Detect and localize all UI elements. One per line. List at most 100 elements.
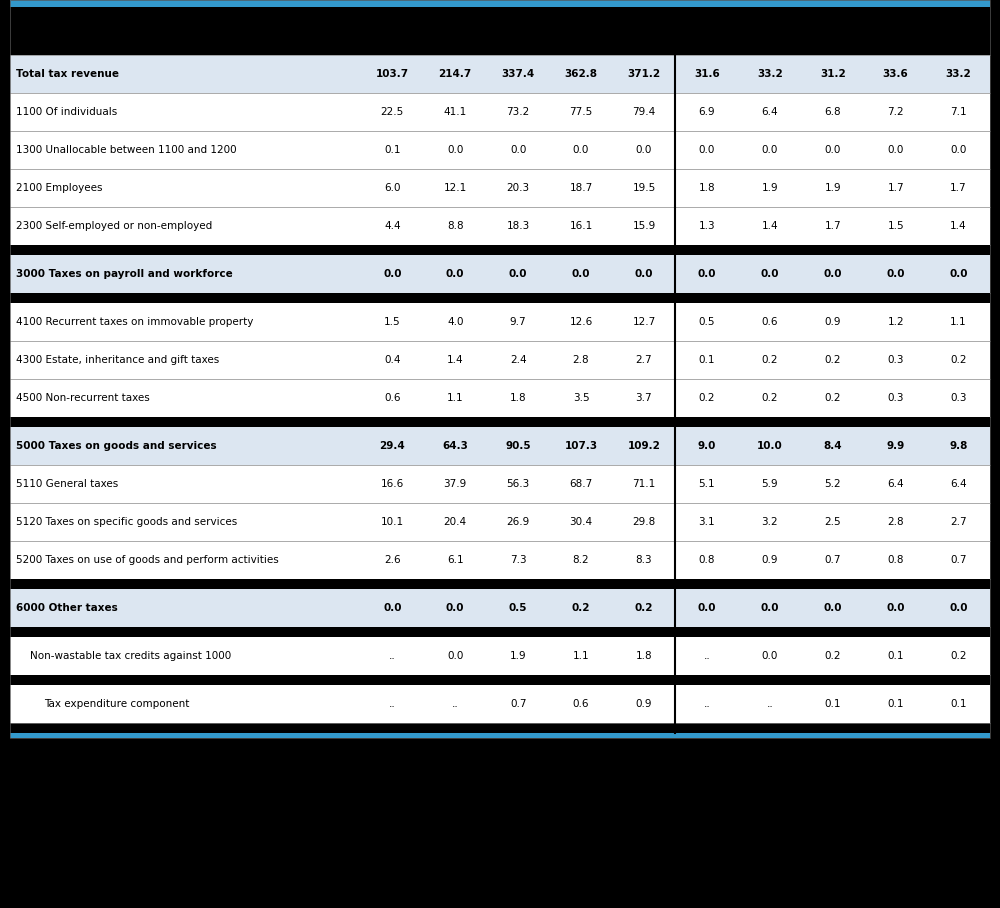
Text: 2.4: 2.4: [510, 355, 526, 365]
Text: 0.0: 0.0: [949, 269, 968, 279]
Text: 0.3: 0.3: [950, 393, 967, 403]
Text: 1.9: 1.9: [824, 183, 841, 193]
Text: 109.2: 109.2: [628, 441, 660, 451]
Text: 7.3: 7.3: [510, 555, 526, 565]
Text: 0.0: 0.0: [383, 603, 402, 613]
Text: 0.0: 0.0: [823, 603, 842, 613]
Text: 1.8: 1.8: [636, 651, 652, 661]
Text: 5.2: 5.2: [824, 479, 841, 489]
Text: 22.5: 22.5: [381, 107, 404, 117]
Text: 0.1: 0.1: [887, 699, 904, 709]
Text: 0.1: 0.1: [950, 699, 967, 709]
Text: 19.5: 19.5: [632, 183, 656, 193]
Text: 1.7: 1.7: [887, 183, 904, 193]
Text: 20.4: 20.4: [444, 517, 467, 527]
Text: 0.5: 0.5: [509, 603, 527, 613]
Text: 0.2: 0.2: [950, 651, 967, 661]
Text: 16.1: 16.1: [569, 221, 593, 231]
Text: 1.1: 1.1: [573, 651, 589, 661]
Text: 31.6: 31.6: [694, 69, 720, 79]
Text: 0.1: 0.1: [887, 651, 904, 661]
Text: 0.3: 0.3: [887, 355, 904, 365]
Text: 362.8: 362.8: [565, 69, 598, 79]
Text: 0.1: 0.1: [384, 145, 401, 155]
Bar: [10, 255, 990, 293]
Text: 0.0: 0.0: [447, 651, 463, 661]
Text: 0.0: 0.0: [447, 145, 463, 155]
Text: 4.4: 4.4: [384, 221, 401, 231]
Text: 64.3: 64.3: [442, 441, 468, 451]
Text: 79.4: 79.4: [632, 107, 656, 117]
Bar: [10, 303, 990, 341]
Bar: [10, 541, 990, 579]
Text: 1.8: 1.8: [510, 393, 526, 403]
Text: 6.8: 6.8: [824, 107, 841, 117]
Text: 3000 Taxes on payroll and workforce: 3000 Taxes on payroll and workforce: [16, 269, 233, 279]
Text: ..: ..: [704, 651, 710, 661]
Text: 6.9: 6.9: [699, 107, 715, 117]
Text: Total tax revenue: Total tax revenue: [16, 69, 119, 79]
Text: 0.3: 0.3: [887, 393, 904, 403]
Text: 12.1: 12.1: [444, 183, 467, 193]
Bar: [10, 675, 990, 685]
Text: 0.0: 0.0: [698, 603, 716, 613]
Text: 371.2: 371.2: [627, 69, 661, 79]
Bar: [10, 637, 990, 675]
Text: 103.7: 103.7: [376, 69, 409, 79]
Bar: [10, 0, 990, 738]
Text: 0.9: 0.9: [636, 699, 652, 709]
Text: 0.0: 0.0: [950, 145, 967, 155]
Text: 0.6: 0.6: [573, 699, 589, 709]
Text: ..: ..: [452, 699, 459, 709]
Text: 3.1: 3.1: [699, 517, 715, 527]
Text: 107.3: 107.3: [564, 441, 598, 451]
Text: 2.8: 2.8: [887, 517, 904, 527]
Text: 31.2: 31.2: [820, 69, 846, 79]
Text: 0.0: 0.0: [699, 145, 715, 155]
Text: 0.0: 0.0: [573, 145, 589, 155]
Text: 0.0: 0.0: [446, 269, 464, 279]
Text: 73.2: 73.2: [507, 107, 530, 117]
Text: 5.1: 5.1: [699, 479, 715, 489]
Text: 41.1: 41.1: [444, 107, 467, 117]
Bar: [10, 427, 990, 465]
Text: 9.9: 9.9: [887, 441, 905, 451]
Text: 0.9: 0.9: [762, 555, 778, 565]
Text: Tax expenditure component: Tax expenditure component: [44, 699, 189, 709]
Text: 0.2: 0.2: [762, 355, 778, 365]
Text: 0.2: 0.2: [572, 603, 590, 613]
Text: 0.2: 0.2: [950, 355, 967, 365]
Text: 30.4: 30.4: [569, 517, 593, 527]
Text: 0.0: 0.0: [572, 269, 590, 279]
Text: 5.9: 5.9: [761, 479, 778, 489]
Text: 1300 Unallocable between 1100 and 1200: 1300 Unallocable between 1100 and 1200: [16, 145, 237, 155]
Text: 1.5: 1.5: [887, 221, 904, 231]
Text: 0.0: 0.0: [949, 603, 968, 613]
Text: 8.3: 8.3: [636, 555, 652, 565]
Bar: [10, 627, 990, 637]
Text: 1.4: 1.4: [447, 355, 464, 365]
Text: 3.7: 3.7: [636, 393, 652, 403]
Text: 33.2: 33.2: [946, 69, 971, 79]
Text: 29.8: 29.8: [632, 517, 656, 527]
Text: 20.3: 20.3: [507, 183, 530, 193]
Bar: [10, 207, 990, 245]
Bar: [10, 0, 990, 7]
Text: 90.5: 90.5: [505, 441, 531, 451]
Bar: [10, 579, 990, 589]
Text: 77.5: 77.5: [569, 107, 593, 117]
Text: 0.8: 0.8: [699, 555, 715, 565]
Text: 7.2: 7.2: [887, 107, 904, 117]
Text: 71.1: 71.1: [632, 479, 656, 489]
Text: 0.2: 0.2: [824, 651, 841, 661]
Text: 214.7: 214.7: [439, 69, 472, 79]
Text: 56.3: 56.3: [507, 479, 530, 489]
Text: 1100 Of individuals: 1100 Of individuals: [16, 107, 117, 117]
Text: 0.2: 0.2: [824, 393, 841, 403]
Text: Non-wastable tax credits against 1000: Non-wastable tax credits against 1000: [30, 651, 231, 661]
Text: 0.0: 0.0: [886, 269, 905, 279]
Text: 2.8: 2.8: [573, 355, 589, 365]
Text: 0.2: 0.2: [824, 355, 841, 365]
Text: 2300 Self-employed or non-employed: 2300 Self-employed or non-employed: [16, 221, 212, 231]
Bar: [10, 685, 990, 723]
